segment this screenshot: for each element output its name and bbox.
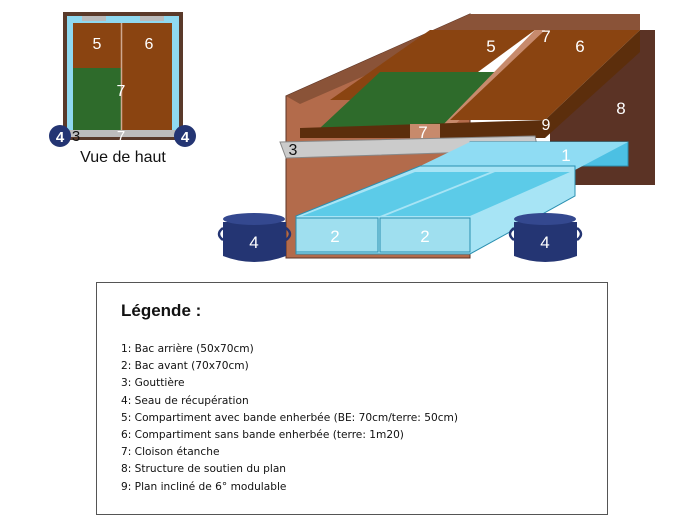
- legend-item: 4: Seau de récupération: [121, 394, 249, 407]
- main-label-4-right: 4: [540, 233, 549, 252]
- partition-7: [438, 30, 545, 130]
- legend-list: 1: Bac arrière (50x70cm) 2: Bac avant (7…: [121, 341, 458, 496]
- topview-label-6: 6: [145, 36, 154, 53]
- main-label-7-mid: 7: [418, 123, 427, 142]
- topview-caption: Vue de haut: [80, 149, 166, 166]
- bucket-right: [508, 213, 583, 262]
- legend-item: 1: Bac arrière (50x70cm): [121, 343, 254, 355]
- main-label-2-right: 2: [420, 227, 429, 246]
- legend-item: 7: Cloison étanche: [121, 446, 220, 459]
- legend-box: Légende : 1: Bac arrière (50x70cm) 2: Ba…: [96, 282, 608, 515]
- main-label-9: 9: [542, 117, 551, 134]
- main-label-3: 3: [289, 142, 298, 159]
- legend-item: 3: Gouttière: [121, 377, 185, 390]
- partition-front: [410, 124, 440, 140]
- main-label-2-left: 2: [330, 227, 339, 246]
- topview-gutter-top-right: [140, 16, 164, 21]
- main-label-1: 1: [561, 146, 570, 165]
- main-label-5: 5: [486, 37, 495, 56]
- main-label-7-top: 7: [541, 27, 550, 46]
- front-tank-2-left: [295, 217, 379, 253]
- experimental-setup-diagram: 5 6 7 3 7 4 4 Vue de haut: [49, 12, 655, 262]
- back-tank-1-top: [412, 142, 628, 170]
- topview-bucket-left: [49, 125, 71, 147]
- front-tank-left-inner: [302, 172, 490, 216]
- topview-compartment-5: [73, 23, 121, 68]
- topview-label-5: 5: [93, 36, 102, 53]
- legend-item: 8: Structure de soutien du plan: [121, 463, 287, 476]
- inclined-plane-edge: [300, 30, 640, 138]
- main-view: 5 7 6 8 7 9 3 1 2 2 4 4: [217, 13, 655, 262]
- legend-item: 5: Compartiment avec bande enherbée (BE:…: [121, 411, 458, 424]
- main-label-4-left: 4: [249, 233, 258, 252]
- top-view: 5 6 7 3 7 4 4 Vue de haut: [49, 12, 196, 166]
- legend-title: Légende :: [121, 301, 202, 320]
- compartment-6-soil: [450, 30, 640, 120]
- bucket-left: [217, 213, 292, 262]
- legend-item: 2: Bac avant (70x70cm): [121, 360, 249, 373]
- legend-item: 9: Plan incliné de 6° modulable: [121, 480, 287, 493]
- front-tank-2-right: [379, 217, 471, 253]
- topview-gutter-top: [82, 16, 106, 21]
- topview-compartment-6: [122, 23, 172, 134]
- topview-label-3: 3: [72, 128, 80, 145]
- front-tank-right-inner: [385, 172, 570, 216]
- main-label-8: 8: [616, 99, 625, 118]
- topview-label-7: 7: [117, 83, 126, 100]
- topview-grass-strip: [73, 68, 121, 134]
- topview-gutter-bottom: [60, 130, 186, 137]
- topview-bucket-right: [174, 125, 196, 147]
- main-label-6: 6: [575, 37, 584, 56]
- topview-label-4-right: 4: [181, 129, 190, 146]
- topview-label-7b: 7: [117, 128, 125, 145]
- topview-label-4-left: 4: [56, 129, 65, 146]
- legend-item: 6: Compartiment sans bande enherbée (ter…: [121, 429, 404, 442]
